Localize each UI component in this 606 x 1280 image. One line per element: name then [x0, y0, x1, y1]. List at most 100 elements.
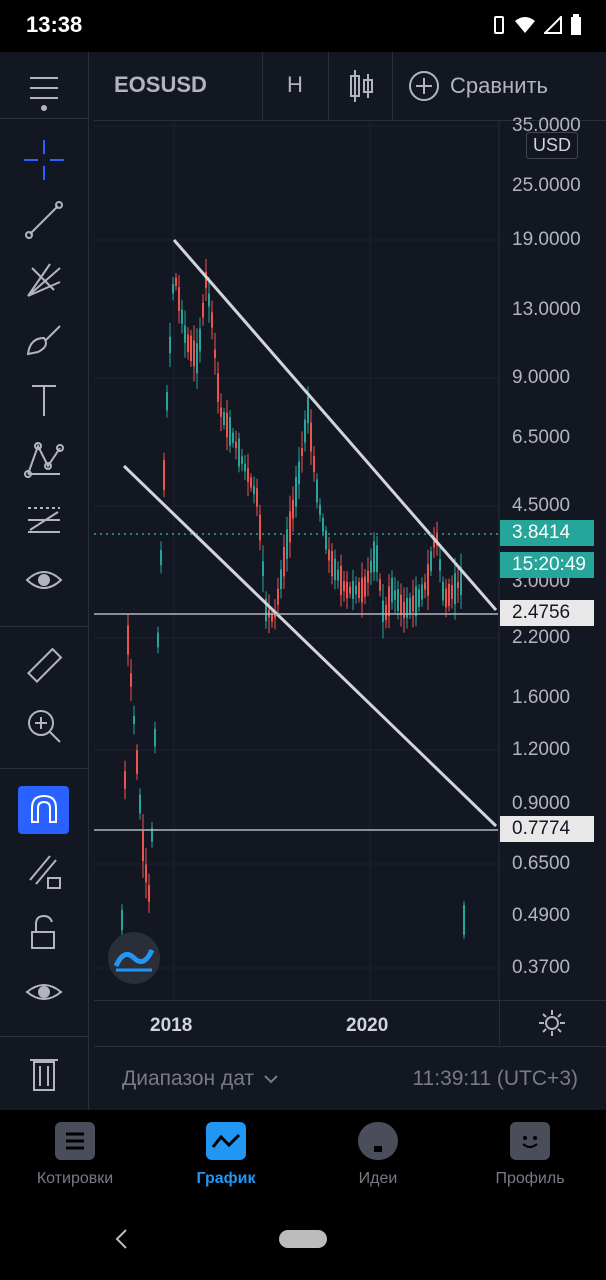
- candle-body: [259, 514, 261, 541]
- candle-body: [121, 909, 123, 931]
- candle-body: [397, 589, 399, 611]
- candle-body: [379, 579, 381, 591]
- price-scale[interactable]: 35.0000 25.0000 19.0000 13.0000 9.0000 6.5000…: [94, 115, 606, 1000]
- unlock-icon: [31, 914, 55, 949]
- ideas-icon: [358, 1122, 398, 1160]
- candle-body: [301, 448, 303, 456]
- lock-tool[interactable]: [14, 908, 74, 956]
- candle-body: [280, 569, 282, 590]
- candle-body: [334, 558, 336, 581]
- candle-body: [208, 293, 210, 307]
- candle-body: [310, 422, 312, 452]
- brush-tool[interactable]: [14, 316, 74, 364]
- candle-body: [136, 750, 138, 774]
- toolbar-divider: [392, 52, 393, 120]
- time-tick: 2020: [346, 1015, 389, 1036]
- trend-line-tool[interactable]: [14, 196, 74, 244]
- candle-body: [133, 716, 135, 724]
- price-tick: 0.3700: [512, 957, 571, 978]
- price-chart[interactable]: [94, 120, 606, 1000]
- sidebar-divider: [0, 1036, 88, 1037]
- price-tick: 9.0000: [512, 367, 571, 388]
- candle-body: [256, 488, 258, 507]
- timezone-clock-button[interactable]: 11:39:11 (UTC+3): [412, 1067, 578, 1090]
- candle-body: [406, 598, 408, 618]
- chart-type-button[interactable]: [348, 68, 374, 109]
- delete-drawings-button[interactable]: [14, 1050, 74, 1098]
- candle-body: [430, 551, 432, 572]
- candle-body: [193, 340, 195, 367]
- candle-body: [163, 459, 165, 491]
- chart-settings-button[interactable]: [538, 1009, 566, 1042]
- system-home-button[interactable]: [279, 1230, 327, 1248]
- hide-drawings-tool[interactable]: [14, 556, 74, 604]
- candle-body: [445, 588, 447, 608]
- candle-body: [325, 530, 327, 550]
- candle-body: [364, 576, 366, 597]
- price-tick: 4.5000: [512, 495, 571, 516]
- date-range-button[interactable]: Диапазон дат: [122, 1067, 278, 1091]
- status-icons: [492, 14, 582, 36]
- candle-body: [160, 549, 162, 566]
- candle-body: [244, 463, 246, 472]
- candle-body: [283, 546, 285, 577]
- system-back-button[interactable]: [114, 1228, 130, 1255]
- price-tick: 0.4900: [512, 905, 571, 926]
- candle-body: [451, 585, 453, 599]
- vibrate-icon: [494, 16, 504, 34]
- candle-body: [124, 771, 126, 789]
- crosshair-tool[interactable]: [14, 136, 74, 184]
- system-navigation-bar: [0, 1200, 606, 1280]
- candle-body: [343, 581, 345, 592]
- candle-body: [127, 625, 129, 655]
- candle-body: [175, 277, 177, 286]
- text-icon: [32, 385, 56, 416]
- pitchfork-icon: [27, 263, 61, 297]
- symbol-search-button[interactable]: EOSUSD: [114, 72, 207, 97]
- text-tool[interactable]: [14, 376, 74, 424]
- candle-body: [139, 794, 141, 814]
- nav-profile[interactable]: Профиль: [455, 1122, 605, 1188]
- chart-pane[interactable]: 35.0000 25.0000 19.0000 13.0000 9.0000 6.5000…: [94, 115, 606, 1000]
- nav-ideas[interactable]: Идеи: [303, 1122, 453, 1188]
- candle-body: [424, 582, 426, 590]
- price-tick: 1.2000: [512, 739, 571, 760]
- pattern-tool[interactable]: [14, 436, 74, 484]
- candle-body: [361, 577, 363, 603]
- candle-body: [241, 456, 243, 464]
- magnet-tool[interactable]: [18, 786, 69, 834]
- candle-body: [388, 586, 390, 617]
- price-tick: 6.5000: [512, 427, 571, 448]
- candle-body: [412, 595, 414, 612]
- interval-button[interactable]: H: [287, 72, 303, 97]
- price-tick: 13.0000: [512, 299, 581, 320]
- candle-body: [178, 287, 180, 312]
- visibility-tool[interactable]: [14, 968, 74, 1016]
- candle-body: [211, 312, 213, 328]
- tradingview-logo-button[interactable]: [108, 932, 160, 984]
- horizontal-line-price-tag: 2.4756: [500, 600, 594, 626]
- gann-fan-tool[interactable]: [14, 256, 74, 304]
- candle-body: [232, 432, 234, 444]
- countdown-tag: 15:20:49: [500, 552, 594, 578]
- candle-body: [286, 529, 288, 559]
- nav-quotes[interactable]: Котировки: [0, 1122, 150, 1188]
- lock-drawings-pencil-tool[interactable]: [14, 846, 74, 894]
- forecast-tool[interactable]: [14, 496, 74, 544]
- eye-icon: [25, 984, 63, 1000]
- candle-body: [250, 477, 252, 488]
- candle-body: [421, 584, 423, 600]
- nav-chart[interactable]: График: [151, 1122, 301, 1188]
- price-tick: 35.0000: [512, 115, 581, 136]
- measure-tool[interactable]: [14, 642, 74, 690]
- compare-button[interactable]: Сравнить: [408, 70, 548, 102]
- currency-label[interactable]: USD: [526, 132, 578, 159]
- candle-body: [436, 532, 438, 545]
- zoom-in-icon: [28, 710, 61, 743]
- chart-icon: [206, 1122, 246, 1160]
- menu-button[interactable]: [14, 68, 74, 116]
- time-scale[interactable]: 2018 2020: [94, 1000, 606, 1045]
- zoom-tool[interactable]: [14, 702, 74, 750]
- pattern-icon: [24, 442, 64, 478]
- candle-body: [307, 396, 309, 424]
